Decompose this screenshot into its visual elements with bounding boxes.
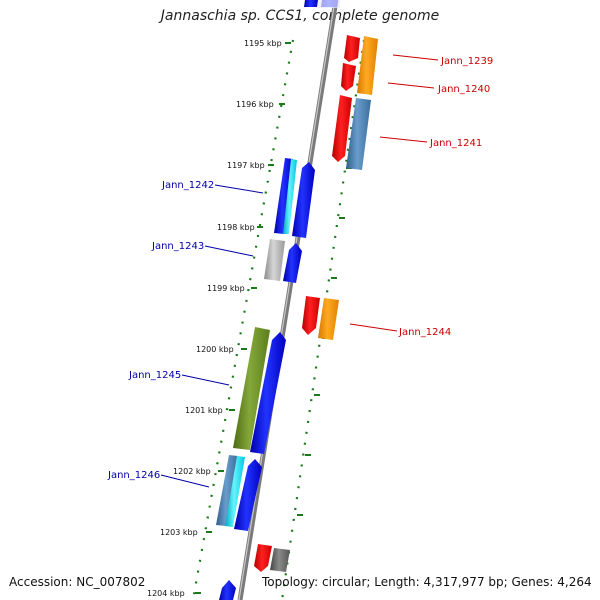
gene-label-jann-1245[interactable]: Jann_1245 xyxy=(128,370,181,381)
gene-blue-1245 xyxy=(250,332,286,454)
gene-red-1240 xyxy=(341,63,356,91)
gene-label-jann-1240[interactable]: Jann_1240 xyxy=(437,84,490,95)
gene-red-1244 xyxy=(302,296,320,335)
gene-label-jann-1242[interactable]: Jann_1242 xyxy=(161,180,214,191)
scale-track-left xyxy=(191,39,295,600)
genome-backbone-highlight xyxy=(238,0,336,600)
gene-cyan-1242 xyxy=(283,159,297,234)
leader-jann-1240 xyxy=(387,82,435,89)
leader-jann-1243 xyxy=(204,245,254,257)
kbp-label: 1204 kbp xyxy=(147,589,185,598)
kbp-label: 1198 kbp xyxy=(217,223,255,232)
gene-gray-1243 xyxy=(264,239,285,281)
gene-olive-1245 xyxy=(233,327,270,450)
kbp-label: 1203 kbp xyxy=(160,528,198,537)
genome-summary-text: Topology: circular; Length: 4,317,977 bp… xyxy=(262,575,592,589)
gene-blue-bottom xyxy=(219,580,236,600)
genome-title: Jannaschia sp. CCS1, complete genome xyxy=(160,8,440,24)
gene-blue-1246 xyxy=(234,459,262,531)
gene-red-bottom xyxy=(254,544,272,572)
gene-dark-bottom xyxy=(270,548,290,572)
gene-label-jann-1244[interactable]: Jann_1244 xyxy=(398,327,451,338)
kbp-label: 1201 kbp xyxy=(185,406,223,415)
accession-text: Accession: NC_007802 xyxy=(9,575,146,589)
gene-label-jann-1241[interactable]: Jann_1241 xyxy=(429,138,482,149)
leader-jann-1246 xyxy=(160,474,210,488)
kbp-label: 1195 kbp xyxy=(244,39,282,48)
gene-steel-1246 xyxy=(216,455,238,526)
gene-blue-1243 xyxy=(283,243,302,283)
gene-cyan-1246 xyxy=(225,456,245,527)
gene-label-jann-1239[interactable]: Jann_1239 xyxy=(440,56,493,67)
kbp-label: 1199 kbp xyxy=(207,284,245,293)
gene-steel-1241 xyxy=(346,98,371,170)
gene-orange-1239 xyxy=(357,36,378,95)
gene-label-jann-1246[interactable]: Jann_1246 xyxy=(107,470,160,481)
leader-jann-1244 xyxy=(349,323,398,332)
gene-orange-1244 xyxy=(318,298,339,340)
gene-label-jann-1243[interactable]: Jann_1243 xyxy=(151,241,204,252)
leader-jann-1239 xyxy=(392,54,439,61)
kbp-label: 1202 kbp xyxy=(173,467,211,476)
leader-jann-1242 xyxy=(214,184,264,194)
leader-jann-1241 xyxy=(379,136,428,143)
gene-blue-1242a xyxy=(274,158,293,234)
gene-red-1239 xyxy=(344,35,360,62)
gene-red-1241 xyxy=(332,95,352,162)
gene-top-partial-glow xyxy=(318,0,340,8)
genome-backbone xyxy=(237,0,339,600)
kbp-label: 1200 kbp xyxy=(196,345,234,354)
kbp-label: 1196 kbp xyxy=(236,100,274,109)
gene-top-partial-left xyxy=(304,0,318,7)
leader-jann-1245 xyxy=(181,374,230,386)
gene-blue-1242b xyxy=(292,162,315,238)
scale-ticks xyxy=(195,42,291,594)
kbp-label: 1197 kbp xyxy=(227,161,265,170)
